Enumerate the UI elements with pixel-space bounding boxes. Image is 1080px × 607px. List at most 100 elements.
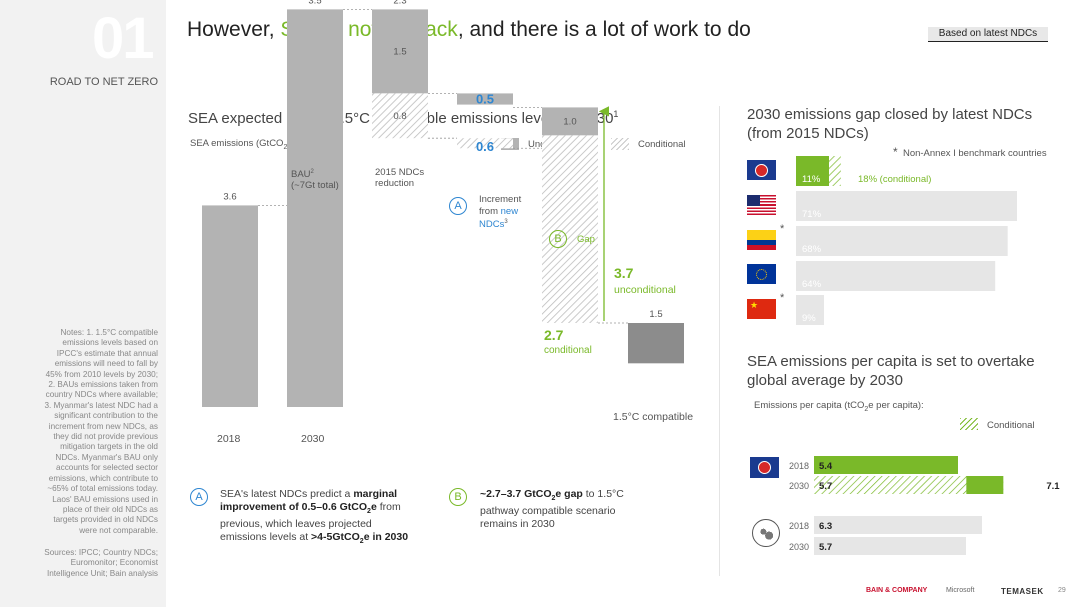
gap-conditional-label: conditional (544, 345, 592, 356)
star-china: * (780, 292, 785, 304)
bau-label: BAU2 (~7Gt total) (291, 167, 339, 191)
bar-bau-label: 3.5 (308, 0, 321, 6)
ndc-gap-title-1: 2030 emissions gap closed by latest NDCs (747, 106, 1033, 123)
legend-conditional-label: Conditional (638, 139, 686, 150)
bar-bau-base (287, 9, 343, 408)
per-capita-unit-sub: 2 (864, 405, 869, 413)
ann-b-bold-2: e gap (555, 488, 583, 500)
increment-label-1: Increment (479, 194, 522, 205)
title-highlight: SEA is not on track (280, 18, 458, 41)
china-flag-icon: ★ (747, 299, 776, 319)
bar-bau (287, 9, 343, 408)
page-title: However, SEA is not on track, and there … (187, 18, 751, 42)
bar-eu (796, 261, 996, 291)
waterfall-subtitle-text: SEA expected gap to 1.5°C compatible emi… (188, 110, 614, 127)
ndc-label: 2015 NDCs reduction (375, 167, 424, 189)
bar-gap-conditional (542, 135, 598, 323)
ndc-label-text: 2015 NDCs (375, 167, 425, 178)
legend-unconditional-label: Unconditional (528, 139, 586, 150)
star-colombia: * (780, 223, 785, 235)
per-capita-unit-text: Emissions per capita (tCO (754, 400, 865, 411)
unit-label-suffix: e): (287, 138, 299, 149)
waterfall-unit-label: SEA emissions (GtCO2e): (190, 138, 298, 151)
year-global-2018: 2018 (789, 521, 809, 531)
year-global-2030: 2030 (789, 542, 809, 552)
bar-sea-2030-conditional-label: 7.1 (1046, 481, 1060, 492)
bar-china (796, 295, 825, 325)
column-divider (719, 106, 720, 576)
unit-label-text: SEA emissions (GtCO (190, 138, 284, 149)
gap-unconditional-label: unconditional (614, 284, 676, 296)
bar-sea-conditional-label: 18% (conditional) (858, 174, 931, 185)
ann-a-text-1: SEA's latest NDCs predict a (220, 488, 354, 500)
eu-flag-icon (747, 264, 776, 284)
badge-underline (928, 41, 1048, 42)
increment-label-new: new (500, 205, 519, 217)
page-number: 29 (1058, 587, 1066, 594)
non-annex-note: * Non-Annex I benchmark countries (893, 145, 1047, 159)
title-prefix: However, (187, 18, 281, 41)
ann-b-text-1: to 1.5°C (582, 488, 624, 500)
ann-a-bold-3: e (370, 501, 377, 513)
gap-label: Gap (577, 234, 595, 245)
x-label-2018: 2018 (217, 433, 241, 445)
year-sea-2030: 2030 (789, 481, 809, 491)
bar-compatible-label: 1.5 (649, 309, 662, 320)
x-label-2030: 2030 (301, 433, 325, 445)
bar-sea (796, 156, 829, 186)
bar-inc-unconditional (457, 93, 513, 105)
sources: Sources: IPCC; Country NDCs; Euromonitor… (44, 548, 158, 578)
bar-china-label: 9% (802, 313, 816, 324)
bar-2018-label: 3.6 (223, 191, 236, 202)
sea-flag-icon (747, 160, 776, 180)
ndc-badge: Based on latest NDCs (928, 27, 1048, 41)
ann-a-bold-4-sub: 2 (359, 538, 364, 546)
bar-2018 (202, 205, 258, 407)
annotation-a: SEA's latest NDCs predict a marginal imp… (220, 488, 440, 548)
bar-sea-2018-label: 5.4 (819, 461, 833, 472)
ndc-gap-title-2: (from 2015 NDCs) (747, 125, 869, 142)
temasek-logo: TEMASEK (1001, 587, 1044, 596)
gap-unconditional-value: 3.7 (614, 265, 634, 281)
per-capita-title: SEA emissions per capita is set to overt… (747, 352, 1035, 390)
ann-a-bold-1: marginal (353, 488, 398, 500)
non-annex-star: * (893, 145, 898, 159)
bar-ndc-total-label: 2.3 (393, 0, 406, 6)
per-capita-unit-suffix: e per capita): (868, 400, 924, 411)
section-number: 01 (92, 6, 154, 71)
increment-label-3: NDCs (479, 219, 505, 231)
gap-conditional-value: 2.7 (544, 327, 564, 343)
ann-b-text-3: remains in 2030 (480, 518, 555, 531)
bar-usa (796, 191, 1017, 221)
bar-global-2018-label: 6.3 (819, 521, 832, 532)
bar-colombia (796, 226, 1008, 256)
increment-label-2: from (479, 205, 501, 217)
ann-a-text-3: previous, which leaves projected (220, 518, 372, 531)
bar-sea-2030-conditional-cap (966, 476, 1004, 494)
colombia-flag-icon (747, 230, 776, 250)
bar-usa-label: 71% (802, 209, 822, 220)
per-capita-title-1: SEA emissions per capita is set to overt… (747, 353, 1035, 370)
bau-label-text: BAU (291, 169, 311, 181)
ndc-label-sub: reduction (375, 178, 415, 189)
year-sea-2018: 2018 (789, 461, 809, 471)
non-annex-note-text: Non-Annex I benchmark countries (902, 148, 1047, 159)
bar-sea-label: 11% (802, 174, 821, 185)
sidebar: 01 ROAD TO NET ZERO Notes: 1. 1.5°C comp… (0, 0, 166, 607)
per-capita-legend-swatch (960, 418, 978, 430)
bau-label-sup: 2 (310, 169, 314, 175)
marker-b-chart: B (549, 230, 567, 248)
per-capita-legend-label: Conditional (987, 420, 1035, 431)
bain-logo: BAIN & COMPANY (866, 587, 928, 594)
bar-ndc-unconditional-label: 1.5 (393, 46, 406, 57)
annotation-b: ~2.7–3.7 GtCO2e gap to 1.5°C pathway com… (480, 488, 660, 531)
bar-colombia-label: 68% (802, 244, 822, 255)
bar-global-2030 (814, 537, 966, 555)
per-capita-unit: Emissions per capita (tCO2e per capita): (754, 400, 924, 413)
usa-flag-icon (747, 195, 776, 215)
title-suffix: , and there is a lot of work to do (457, 18, 751, 41)
notes: Notes: 1. 1.5°C compatible emissions lev… (44, 328, 158, 535)
ann-a-text-4: emissions levels at (220, 531, 312, 544)
sea-flag-icon-2 (750, 457, 779, 478)
bar-compatible (628, 323, 684, 364)
